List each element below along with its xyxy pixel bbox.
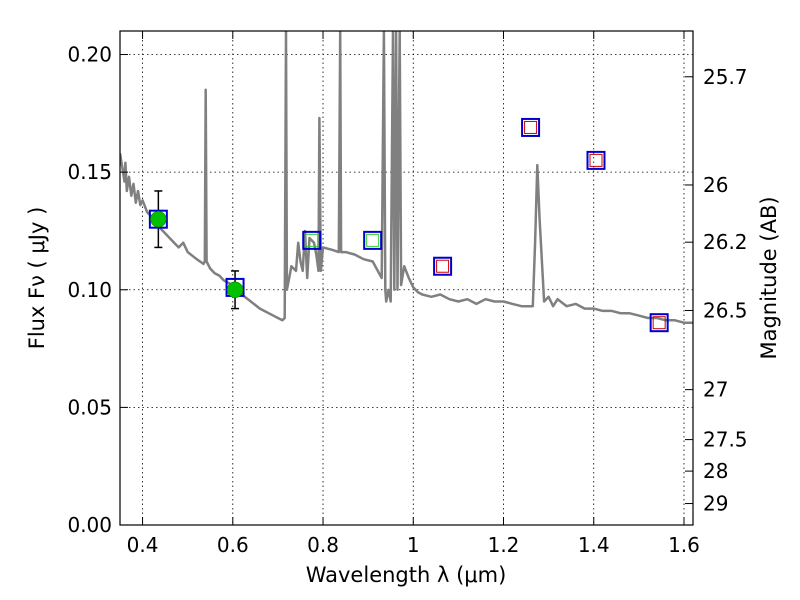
x-tick-label: 1	[407, 533, 420, 557]
x-tick-label: 1.4	[578, 533, 610, 557]
inner-marker-square	[366, 233, 380, 247]
model-photometry-square	[586, 150, 606, 170]
x-axis-label: Wavelength λ (μm)	[306, 563, 507, 587]
observed-point	[150, 210, 167, 228]
ticks-layer: 0.4 0.6 0.8 1 1.2 1.4 1.6 0.00 0.05 0.10 0.15 0.20 2…	[67, 31, 748, 557]
y-tick-label: 0.10	[67, 278, 112, 302]
right-tick-label: 28	[703, 459, 728, 483]
y-tick-label: 0.20	[67, 43, 112, 67]
right-tick-label: 26.2	[703, 230, 748, 254]
plot-background	[120, 31, 693, 525]
x-tick-label: 0.8	[307, 533, 339, 557]
x-tick-label: 1.6	[668, 533, 700, 557]
right-axis-label: Magnitude (AB)	[757, 196, 781, 359]
model-spectrum-line	[120, 31, 693, 324]
right-tick-label: 27.5	[703, 428, 748, 452]
inner-marker-square	[436, 259, 450, 273]
x-tick-label: 1.2	[488, 533, 520, 557]
inner-marker-square	[524, 120, 538, 134]
model-photometry-square	[433, 256, 453, 276]
model-spectrum-layer	[120, 31, 693, 324]
model-photometry-square	[363, 230, 383, 250]
x-tick-label: 0.6	[217, 533, 249, 557]
model-photometry-square	[302, 230, 322, 250]
right-tick-label: 26	[703, 173, 728, 197]
model-photometry-square	[649, 313, 669, 333]
model-photometry-square	[521, 117, 541, 137]
right-tick-label: 27	[703, 378, 728, 402]
right-tick-label: 29	[703, 492, 728, 516]
y-tick-label: 0.00	[67, 513, 112, 537]
model-photometry-square	[148, 209, 168, 229]
y-axis-label: Flux Fν ( μJy )	[25, 207, 49, 350]
observed-point	[226, 281, 244, 299]
inner-marker-square	[652, 316, 666, 330]
inner-marker-square	[589, 153, 603, 167]
y-tick-label: 0.15	[67, 160, 112, 184]
inner-marker-square	[305, 233, 319, 247]
x-tick-label: 0.4	[127, 533, 159, 557]
plot-frame	[119, 30, 694, 526]
y-tick-label: 0.05	[67, 395, 112, 419]
right-tick-label: 26.5	[703, 298, 748, 322]
photometry-layer	[148, 117, 669, 333]
right-tick-label: 25.7	[703, 65, 748, 89]
